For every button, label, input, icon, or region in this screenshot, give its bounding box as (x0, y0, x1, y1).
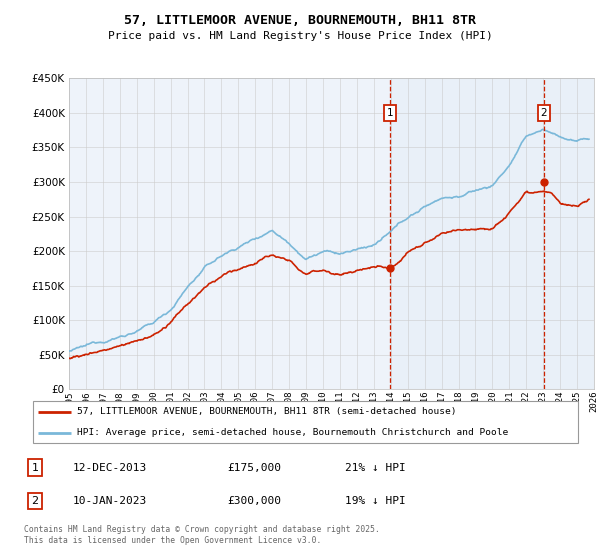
Text: 57, LITTLEMOOR AVENUE, BOURNEMOUTH, BH11 8TR: 57, LITTLEMOOR AVENUE, BOURNEMOUTH, BH11… (124, 14, 476, 27)
Text: Price paid vs. HM Land Registry's House Price Index (HPI): Price paid vs. HM Land Registry's House … (107, 31, 493, 41)
Text: 19% ↓ HPI: 19% ↓ HPI (344, 496, 405, 506)
Text: 21% ↓ HPI: 21% ↓ HPI (344, 463, 405, 473)
Bar (390, 78, 594, 389)
Text: 57, LITTLEMOOR AVENUE, BOURNEMOUTH, BH11 8TR (semi-detached house): 57, LITTLEMOOR AVENUE, BOURNEMOUTH, BH11… (77, 407, 457, 416)
Text: £175,000: £175,000 (227, 463, 281, 473)
Text: 1: 1 (32, 463, 38, 473)
Text: Contains HM Land Registry data © Crown copyright and database right 2025.
This d: Contains HM Land Registry data © Crown c… (24, 525, 380, 545)
Text: HPI: Average price, semi-detached house, Bournemouth Christchurch and Poole: HPI: Average price, semi-detached house,… (77, 428, 508, 437)
Text: 2: 2 (541, 108, 547, 118)
FancyBboxPatch shape (33, 401, 578, 444)
Text: 2: 2 (31, 496, 38, 506)
Text: £300,000: £300,000 (227, 496, 281, 506)
Text: 12-DEC-2013: 12-DEC-2013 (73, 463, 147, 473)
Text: 10-JAN-2023: 10-JAN-2023 (73, 496, 147, 506)
Text: 1: 1 (386, 108, 393, 118)
